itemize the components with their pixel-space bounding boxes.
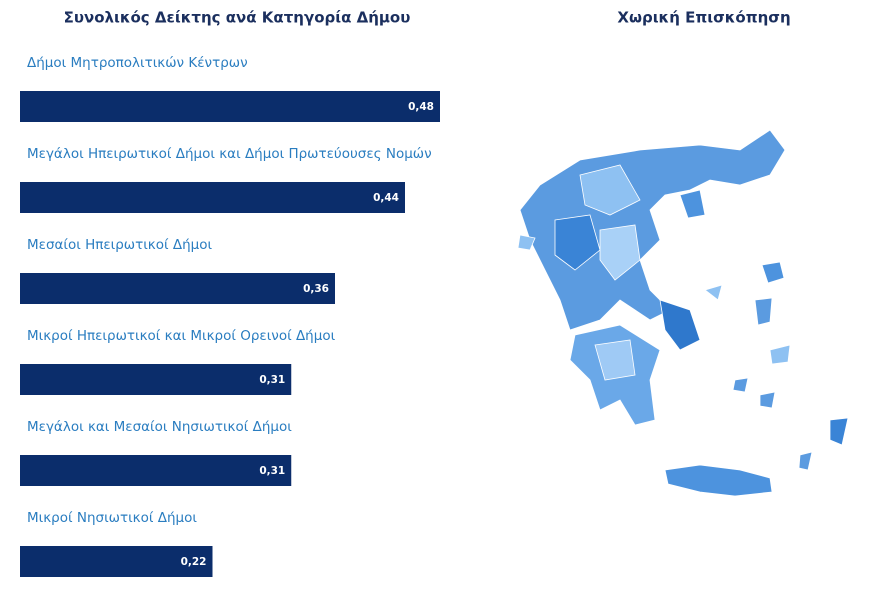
region	[664, 464, 773, 497]
category-label: Μικροί Νησιωτικοί Δήμοι	[27, 510, 197, 526]
region	[761, 261, 785, 284]
category-label: Μεγάλοι και Μεσαίοι Νησιωτικοί Δήμοι	[27, 419, 292, 435]
region	[517, 234, 536, 251]
value-label: 0,22	[181, 556, 207, 568]
bar	[20, 182, 405, 213]
value-label: 0,44	[373, 192, 399, 204]
region	[679, 189, 706, 219]
region	[798, 451, 813, 471]
region	[829, 417, 849, 446]
region	[594, 339, 636, 381]
value-label: 0,48	[408, 101, 434, 113]
category-label: Δήμοι Μητροπολιτικών Κέντρων	[27, 55, 248, 71]
value-label: 0,31	[259, 465, 285, 477]
category-label: Μικροί Ηπειρωτικοί και Μικροί Ορεινοί Δή…	[27, 328, 336, 344]
bar	[20, 455, 292, 486]
region	[554, 214, 601, 271]
region	[732, 377, 749, 393]
region	[659, 299, 701, 351]
region	[579, 164, 641, 216]
chart-title: Συνολικός Δείκτης ανά Κατηγορία Δήμου	[64, 9, 411, 27]
category-label: Μεσαίοι Ηπειρωτικοί Δήμοι	[27, 237, 213, 253]
map-title: Χωρική Επισκόπηση	[617, 9, 790, 27]
bar	[20, 546, 213, 577]
category-label: Μεγάλοι Ηπειρωτικοί Δήμοι και Δήμοι Πρωτ…	[27, 146, 432, 162]
region	[599, 224, 641, 281]
value-label: 0,36	[303, 283, 329, 295]
bar	[20, 91, 440, 122]
value-label: 0,31	[259, 374, 285, 386]
map	[517, 129, 849, 497]
bar	[20, 364, 292, 395]
region	[759, 391, 776, 409]
region	[704, 284, 723, 301]
region	[769, 344, 791, 365]
bar	[20, 273, 335, 304]
region	[754, 297, 773, 326]
